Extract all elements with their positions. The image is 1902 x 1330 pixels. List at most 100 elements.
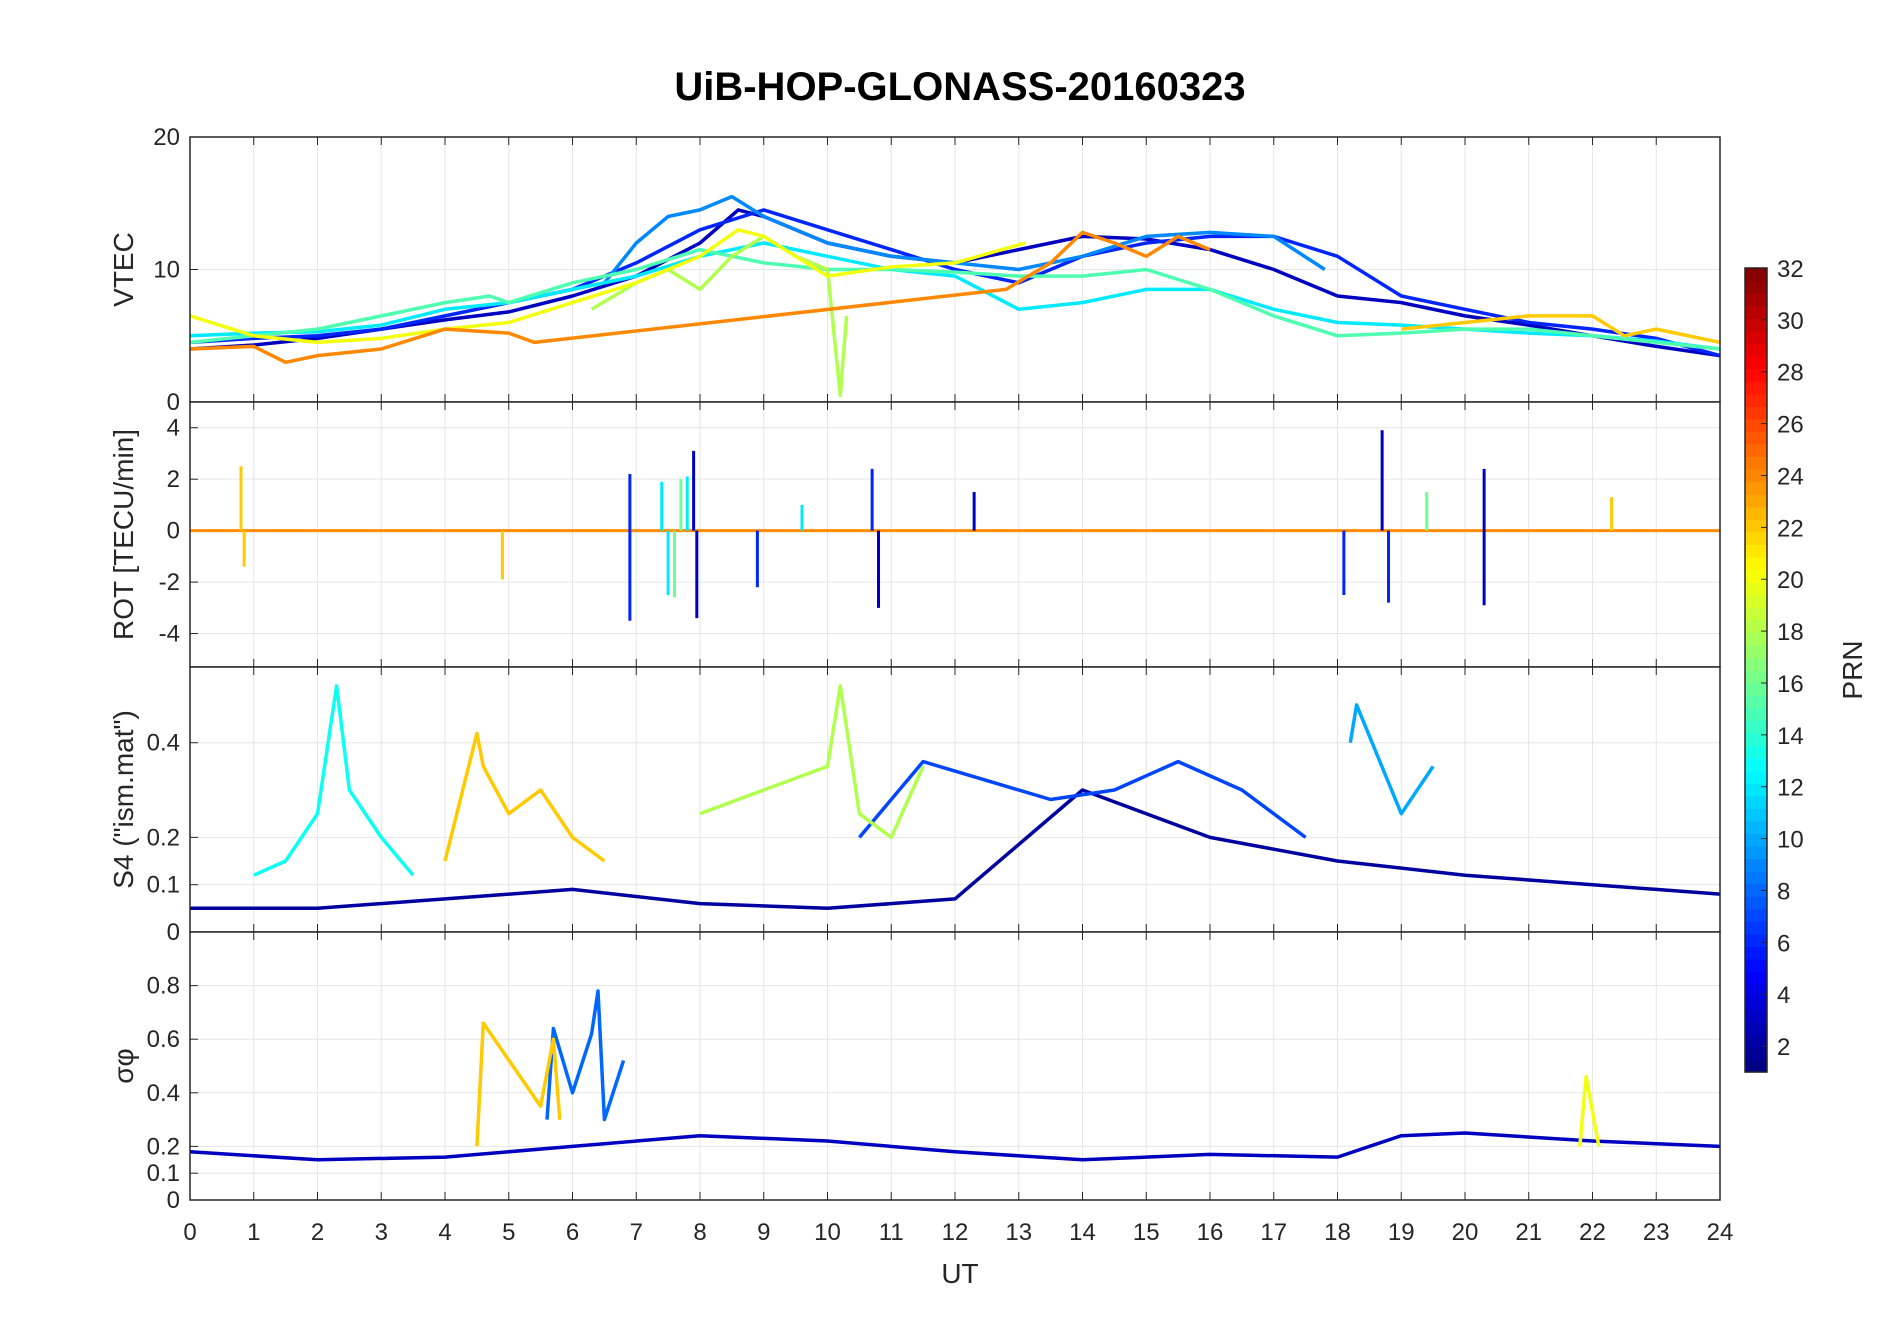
colorbar-tick-label: 26 <box>1777 412 1804 439</box>
colorbar-segment <box>1745 933 1767 947</box>
colorbar-segment <box>1745 1009 1767 1023</box>
colorbar-segment <box>1745 431 1767 445</box>
series-line-prn-2 <box>190 788 1720 911</box>
panel-vtec: 0 10 20 VTEC <box>108 124 1721 416</box>
y-tick-label: -4 <box>159 621 180 648</box>
colorbar-segment <box>1745 833 1767 847</box>
colorbar-segment <box>1745 858 1767 872</box>
x-tick-label: 6 <box>566 1219 579 1246</box>
colorbar-segment <box>1745 1046 1767 1061</box>
x-tick-label: 4 <box>438 1219 451 1246</box>
series-line-prn-22 <box>443 731 606 863</box>
colorbar-segment <box>1745 695 1767 709</box>
colorbar-segment <box>1745 984 1767 998</box>
colorbar-segment <box>1745 946 1767 960</box>
series-group <box>190 194 1720 398</box>
y-tick-label: 0.4 <box>147 730 180 757</box>
colorbar-segment <box>1745 670 1767 684</box>
series-line-prn-20 <box>190 228 1026 345</box>
colorbar-segment <box>1745 619 1767 633</box>
x-axis: 0 1 2 3 4 5 6 7 8 9 10 11 12 13 14 15 16 17 18 19 20 21 22 23 24 <box>183 1219 1733 1246</box>
x-tick-label: 23 <box>1643 1219 1670 1246</box>
colorbar-segment <box>1745 657 1767 671</box>
colorbar-tick-label: 12 <box>1777 775 1804 802</box>
colorbar-tick-label: 18 <box>1777 619 1804 646</box>
colorbar-segment <box>1745 996 1767 1010</box>
colorbar-segment <box>1745 958 1767 973</box>
colorbar-segment <box>1745 808 1767 822</box>
colorbar-tick-label: 10 <box>1777 827 1804 854</box>
colorbar-frame <box>1744 267 1768 1073</box>
colorbar-segment <box>1745 745 1767 759</box>
x-tick-label: 10 <box>814 1219 841 1246</box>
panel-sigma: 00.10.2 0.4 0.6 0.8 σφ <box>108 931 1721 1214</box>
colorbar-segment <box>1745 544 1767 558</box>
colorbar-segment <box>1745 519 1767 533</box>
colorbar-segment <box>1745 368 1767 382</box>
x-tick-label: 7 <box>630 1219 643 1246</box>
y-tick-label: 0 <box>167 389 180 416</box>
series-line-prn-3 <box>190 1131 1720 1162</box>
colorbar-segment <box>1745 418 1767 432</box>
colorbar-segment <box>1745 720 1767 734</box>
colorbar-segment <box>1745 406 1767 420</box>
y-tick-label: 0 <box>167 919 180 946</box>
x-tick-label: 11 <box>879 1219 904 1246</box>
x-tick-label: 20 <box>1452 1219 1479 1246</box>
x-tick-label: 21 <box>1515 1219 1542 1246</box>
y-axis-label: S4 ("ism.mat") <box>108 710 139 889</box>
x-tick-label: 2 <box>311 1219 324 1246</box>
colorbar-segment <box>1745 757 1767 772</box>
x-tick-label: 3 <box>375 1219 388 1246</box>
colorbar-tick-label: 28 <box>1777 360 1804 387</box>
x-tick-label: 16 <box>1197 1219 1224 1246</box>
colorbar-tick-label: 14 <box>1777 723 1804 750</box>
colorbar-segment <box>1745 594 1767 608</box>
colorbar-segment <box>1745 971 1767 985</box>
colorbar-segment <box>1745 883 1767 897</box>
colorbar-tick-label: 20 <box>1777 567 1804 594</box>
series-group <box>190 989 1720 1162</box>
y-tick-label: 2 <box>167 466 180 493</box>
x-tick-label: 13 <box>1005 1219 1032 1246</box>
colorbar-segment <box>1745 556 1767 571</box>
colorbar-segment <box>1745 896 1767 910</box>
y-tick-label: 0.2 <box>147 824 180 851</box>
panel-rot: -4 -2 0 2 4 ROT [TECU/min] <box>108 401 1721 668</box>
colorbar-segment <box>1745 582 1767 596</box>
colorbar-segment <box>1745 1034 1767 1048</box>
colorbar-segment <box>1745 494 1767 508</box>
colorbar-segment <box>1745 330 1767 344</box>
series-line-prn-15 <box>190 247 1720 351</box>
colorbar-segment <box>1745 268 1767 282</box>
y-tick-label: 0.6 <box>147 1026 180 1053</box>
y-tick-label: 0.1 <box>147 1160 180 1187</box>
y-tick-label: -2 <box>159 569 180 596</box>
series-line-prn-22 <box>475 1021 562 1147</box>
y-tick-label: 10 <box>153 257 180 284</box>
colorbar-tick-label: 22 <box>1777 515 1804 542</box>
colorbar-segment <box>1745 355 1767 370</box>
y-tick-label: 0.2 <box>147 1133 180 1160</box>
colorbar-segment <box>1745 506 1767 520</box>
chart-title: UiB-HOP-GLONASS-20160323 <box>674 65 1245 109</box>
y-tick-label: 0.4 <box>147 1080 180 1107</box>
x-tick-label: 8 <box>693 1219 706 1246</box>
x-tick-label: 0 <box>183 1219 196 1246</box>
x-tick-label: 14 <box>1069 1219 1096 1246</box>
colorbar-segment <box>1745 531 1767 545</box>
x-axis-label: UT <box>941 1258 978 1289</box>
colorbar-tick-label: 2 <box>1777 1034 1790 1061</box>
x-tick-label: 9 <box>757 1219 770 1246</box>
x-tick-label: 24 <box>1707 1219 1734 1246</box>
y-tick-label: 0 <box>167 1187 180 1214</box>
series-line-prn-7 <box>858 759 1307 839</box>
x-tick-label: 15 <box>1133 1219 1160 1246</box>
colorbar-tick-label: 24 <box>1777 463 1804 490</box>
colorbar-tick-label: 6 <box>1777 930 1790 957</box>
colorbar-segment <box>1745 845 1767 860</box>
colorbar-segment <box>1745 908 1767 922</box>
colorbar-segment <box>1745 293 1767 307</box>
